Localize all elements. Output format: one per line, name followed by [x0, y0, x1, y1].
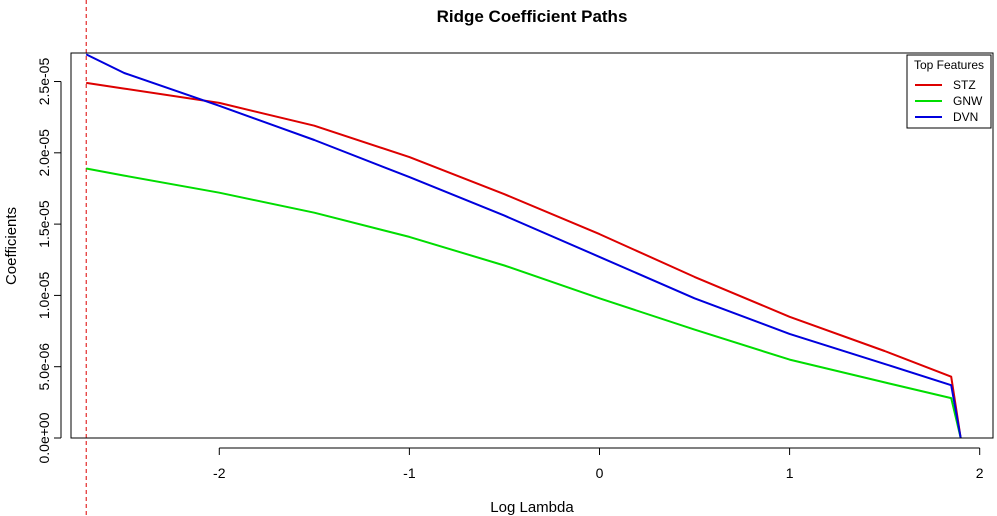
- y-tick-label: 2.0e-05: [36, 129, 52, 177]
- legend-label-dvn: DVN: [953, 110, 978, 124]
- legend: Top Features STZ GNW DVN: [906, 54, 992, 129]
- series-line-stz: [86, 81, 962, 439]
- legend-label-stz: STZ: [953, 78, 976, 92]
- series-line-gnw: [86, 167, 962, 439]
- x-tick-label: -1: [403, 465, 416, 481]
- legend-label-gnw: GNW: [953, 94, 983, 108]
- y-tick-label: 0.0e+00: [36, 412, 52, 463]
- x-axis-title: Log Lambda: [490, 499, 574, 516]
- y-tick-label: 1.5e-05: [36, 200, 52, 248]
- plot-layer: -2 -1 0 1 2 0.0e+00 5.0e-06 1.0e-05 1.5e-05 2.0e-…: [36, 0, 984, 516]
- legend-title: Top Features: [914, 58, 984, 72]
- y-tick-label: 5.0e-06: [36, 343, 52, 391]
- x-tick-label: 0: [596, 465, 604, 481]
- series-line-dvn: [85, 53, 962, 439]
- x-tick-label: 2: [976, 465, 984, 481]
- plot-frame: [70, 52, 994, 439]
- x-tick-label: -2: [213, 465, 226, 481]
- chart-title: Ridge Coefficient Paths: [437, 7, 628, 26]
- y-tick-label: 1.0e-05: [36, 271, 52, 319]
- y-axis-title: Coefficients: [3, 207, 20, 285]
- y-tick-label: 2.5e-05: [36, 58, 52, 106]
- x-tick-label: 1: [786, 465, 794, 481]
- legend-box: [906, 54, 992, 129]
